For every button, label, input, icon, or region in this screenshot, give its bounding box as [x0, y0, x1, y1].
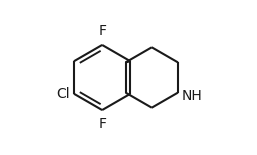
- Text: F: F: [98, 24, 106, 38]
- Text: NH: NH: [182, 89, 203, 103]
- Text: Cl: Cl: [57, 87, 70, 101]
- Text: F: F: [98, 117, 106, 131]
